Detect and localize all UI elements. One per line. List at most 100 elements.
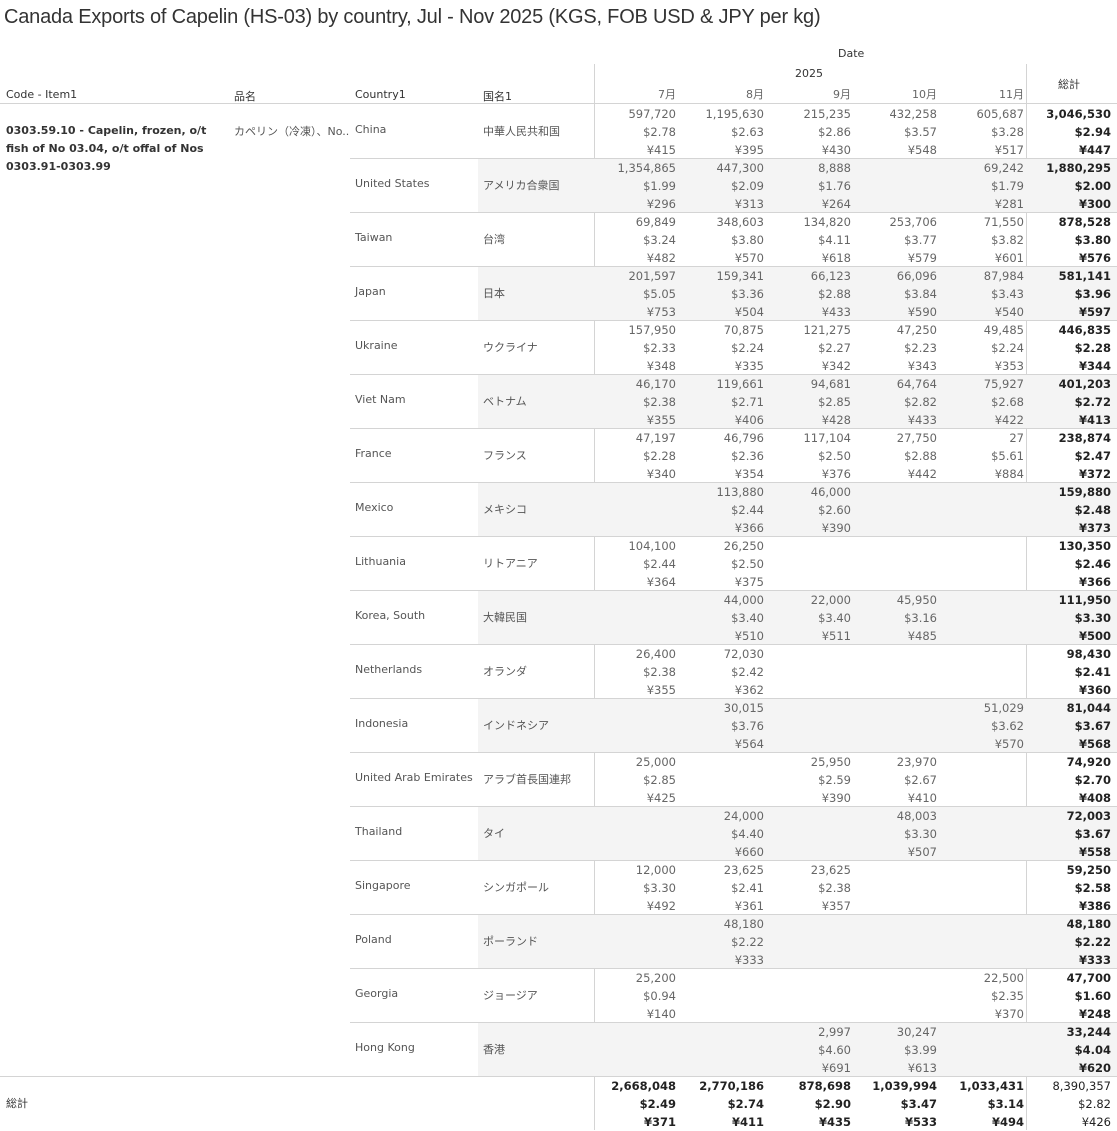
jpy-value: ¥620 [1078,1061,1111,1075]
month-cell: 26,400 $2.38 ¥355 [594,645,676,699]
row-divider [350,1022,1117,1023]
usd-value: $2.50 [818,449,851,463]
country-name: Georgia [355,987,399,1000]
table-row[interactable]: Hong Kong 香港 2,997 $4.60 ¥691 30,247 $3.99 ¥613… [0,1022,1117,1076]
month-cell: 253,706 $3.77 ¥579 [855,213,937,267]
jpy-value: ¥395 [734,143,764,157]
jpy-value: ¥408 [1078,791,1111,805]
month-header[interactable]: 8月 [746,88,764,101]
table-row[interactable]: France フランス 47,197 $2.28 ¥340 46,796 $2.36 ¥354… [0,428,1117,482]
month-cell: 25,200 $0.94 ¥140 [594,969,676,1023]
jpy-value: ¥504 [734,305,764,319]
usd-value: $2.86 [818,125,851,139]
table-row[interactable]: Georgia ジョージア 25,200 $0.94 ¥140 22,500 $2.35 ¥3… [0,968,1117,1022]
row-divider [350,644,1117,645]
month-cell: 30,247 $3.99 ¥613 [855,1023,937,1077]
month-header[interactable]: 10月 [912,88,937,101]
kgs-value: 70,875 [723,323,764,337]
kgs-value: 22,500 [983,971,1024,985]
table-row[interactable]: United Arab Emirates アラブ首長国連邦 25,000 $2.85 ¥… [0,752,1117,806]
table-row[interactable]: Singapore シンガポール 12,000 $3.30 ¥492 23,625 $2.4… [0,860,1117,914]
kgs-value: 25,200 [635,971,676,985]
usd-value: $2.94 [1074,125,1111,139]
table-row[interactable]: Indonesia インドネシア 30,015 $3.76 ¥564 51,029 $3.6… [0,698,1117,752]
usd-value: $2.44 [643,557,676,571]
jpy-value: ¥482 [646,251,676,265]
jpy-value: ¥579 [907,251,937,265]
kgs-value: 401,203 [1058,377,1111,391]
jpy-value: ¥540 [994,305,1024,319]
jpy-value: ¥333 [734,953,764,967]
usd-value: $2.38 [643,395,676,409]
jpy-value: ¥366 [1078,575,1111,589]
country-name: Netherlands [355,663,423,676]
table-row[interactable]: Ukraine ウクライナ 157,950 $2.33 ¥348 70,875 $2.24 ¥… [0,320,1117,374]
kgs-value: 98,430 [1066,647,1111,661]
jpy-value: ¥884 [994,467,1024,481]
jpy-value: ¥354 [734,467,764,481]
country-name-jp: ベトナム [483,395,527,408]
month-cell: 134,820 $4.11 ¥618 [769,213,851,267]
country-name: Taiwan [355,231,393,244]
table-row[interactable]: Taiwan 台湾 69,849 $3.24 ¥482 348,603 $3.80 ¥570 1… [0,212,1117,266]
jpy-value: ¥576 [1078,251,1111,265]
usd-value: $3.40 [731,611,764,625]
country-name: Ukraine [355,339,398,352]
col-header-jp[interactable]: 国名1 [483,90,512,103]
kgs-value: 30,247 [896,1025,937,1039]
month-cell: 66,096 $3.84 ¥590 [855,267,937,321]
jpy-value: ¥333 [1078,953,1111,967]
month-cell: 104,100 $2.44 ¥364 [594,537,676,591]
kgs-value: 46,000 [810,485,851,499]
table-row[interactable]: United States アメリカ合衆国 1,354,865 $1.99 ¥296 44… [0,158,1117,212]
col-header-hinmei[interactable]: 品名 [234,90,256,103]
table-row[interactable]: Viet Nam ベトナム 46,170 $2.38 ¥355 119,661 $2.71 ¥… [0,374,1117,428]
country-name: France [355,447,392,460]
table-row[interactable]: Poland ポーランド 48,180 $2.22 ¥333 48,180 $2.22 ¥33… [0,914,1117,968]
month-header[interactable]: 9月 [833,88,851,101]
country-name-jp: ポーランド [483,935,538,948]
table-row[interactable]: Korea, South 大韓民国 44,000 $3.40 ¥510 22,000 $3.… [0,590,1117,644]
country-name: United States [355,177,430,190]
table-row[interactable]: Lithuania リトアニア 104,100 $2.44 ¥364 26,250 $2.5… [0,536,1117,590]
month-cell: 12,000 $3.30 ¥492 [594,861,676,915]
month-cell: 23,970 $2.67 ¥410 [855,753,937,807]
usd-value: $3.47 [900,1097,937,1111]
usd-value: $2.00 [1074,179,1111,193]
month-cell: 48,180 $2.22 ¥333 [682,915,764,969]
month-cell: 94,681 $2.85 ¥428 [769,375,851,429]
kgs-value: 201,597 [628,269,676,283]
country-name-jp: 中華人民共和国 [483,125,560,138]
month-cell: 48,003 $3.30 ¥507 [855,807,937,861]
jpy-value: ¥375 [734,575,764,589]
grand-total-label: 総計 [6,1097,28,1110]
usd-value: $2.78 [643,125,676,139]
table-row[interactable]: China 中華人民共和国 597,720 $2.78 ¥415 1,195,630 $2.… [0,104,1117,158]
usd-value: $5.05 [643,287,676,301]
usd-value: $0.94 [643,989,676,1003]
row-total-cell: 878,528 $3.80 ¥576 [1027,213,1111,267]
jpy-value: ¥485 [907,629,937,643]
month-header[interactable]: 11月 [999,88,1024,101]
month-header[interactable]: 7月 [658,88,676,101]
usd-value: $2.28 [643,449,676,463]
kgs-value: 878,528 [1058,215,1111,229]
jpy-value: ¥590 [907,305,937,319]
col-header-country[interactable]: Country1 [355,88,406,101]
usd-value: $2.24 [991,341,1024,355]
table-row[interactable]: Mexico メキシコ 113,880 $2.44 ¥366 46,000 $2.60 ¥39… [0,482,1117,536]
row-shading [478,1022,1117,1076]
table-row[interactable]: Thailand タイ 24,000 $4.40 ¥660 48,003 $3.30 ¥507… [0,806,1117,860]
jpy-value: ¥511 [821,629,851,643]
jpy-value: ¥406 [734,413,764,427]
kgs-value: 27 [1009,431,1024,445]
col-header-code[interactable]: Code - Item1 [6,88,78,101]
kgs-value: 47,700 [1066,971,1111,985]
usd-value: $2.70 [1074,773,1111,787]
table-row[interactable]: Japan 日本 201,597 $5.05 ¥753 159,341 $3.36 ¥504 6… [0,266,1117,320]
divider [0,103,1117,104]
jpy-value: ¥390 [821,791,851,805]
table-row[interactable]: Netherlands オランダ 26,400 $2.38 ¥355 72,030 $2.4… [0,644,1117,698]
jpy-value: ¥370 [994,1007,1024,1021]
usd-value: $3.30 [1074,611,1111,625]
